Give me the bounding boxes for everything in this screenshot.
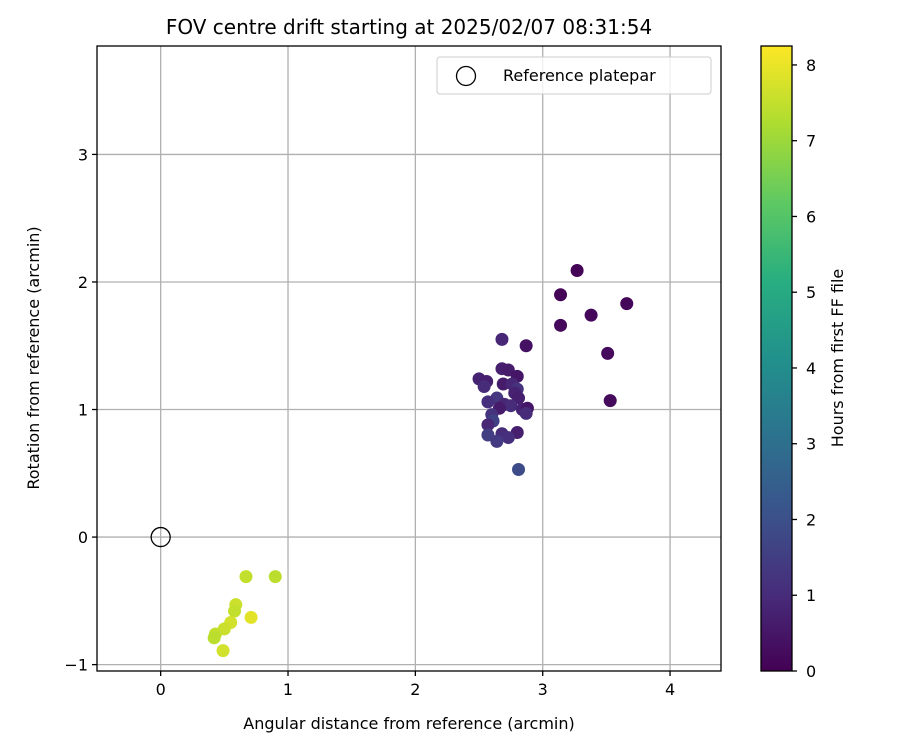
x-tick-label: 2 [410,680,420,699]
legend-marker-icon [455,65,477,87]
data-point [495,332,509,346]
x-tick-label: 3 [538,680,548,699]
y-tick-label: 3 [78,145,88,164]
data-point [239,570,253,584]
colorbar-tick-label: 5 [806,283,816,302]
x-tick-label: 0 [156,680,166,699]
data-point [496,377,510,391]
data-point [490,434,504,448]
y-tick-label: −1 [64,656,88,675]
colorbar-frame [760,45,793,672]
y-tick-label: 2 [78,273,88,292]
y-axis-ticks: −1 0 1 2 3 [64,145,97,675]
colorbar-tick-label: 0 [806,662,816,681]
data-point [570,263,584,277]
data-point [512,462,526,476]
colorbar-ticks: 0 1 2 3 4 5 6 7 8 [792,56,816,681]
y-axis-label: Rotation from reference (arcmin) [24,226,43,489]
legend-box [436,56,712,95]
data-point [501,431,515,445]
colorbar-tick-label: 7 [806,132,816,151]
legend: Reference platepar [436,56,712,95]
colorbar-tick-label: 3 [806,435,816,454]
data-point [268,570,282,584]
data-point [504,399,518,413]
data-point [519,339,533,353]
x-axis-ticks: 0 1 2 3 4 [156,671,675,699]
data-point [477,380,491,394]
data-point [244,610,258,624]
data-points [207,263,634,658]
colorbar-label: Hours from first FF file [828,269,847,448]
x-axis-label: Angular distance from reference (arcmin) [243,714,574,733]
chart-title: FOV centre drift starting at 2025/02/07 … [166,15,652,39]
x-tick-label: 1 [283,680,293,699]
legend-label: Reference platepar [503,66,656,85]
data-point [519,406,533,420]
reference-platepar-marker [150,526,171,548]
colorbar-gradient [761,46,792,671]
data-point [481,395,495,409]
colorbar-tick-label: 1 [806,586,816,605]
plot-area [97,46,721,671]
colorbar-tick-label: 2 [806,510,816,529]
y-tick-label: 1 [78,401,88,420]
colorbar: 0 1 2 3 4 5 6 7 8 Hours from first FF file [760,45,847,681]
data-point [481,418,495,432]
data-point [216,644,230,658]
data-point [584,308,598,322]
colorbar-tick-label: 8 [806,56,816,75]
grid-lines [97,46,721,671]
colorbar-tick-label: 6 [806,207,816,226]
data-point [554,318,568,332]
data-point [601,346,615,360]
data-point [620,297,634,311]
x-tick-label: 4 [665,680,675,699]
colorbar-tick-label: 4 [806,359,816,378]
data-point [554,288,568,302]
y-tick-label: 0 [78,528,88,547]
data-point [603,394,617,408]
data-point [228,604,242,618]
plot-frame [96,45,722,672]
data-point [207,631,221,645]
